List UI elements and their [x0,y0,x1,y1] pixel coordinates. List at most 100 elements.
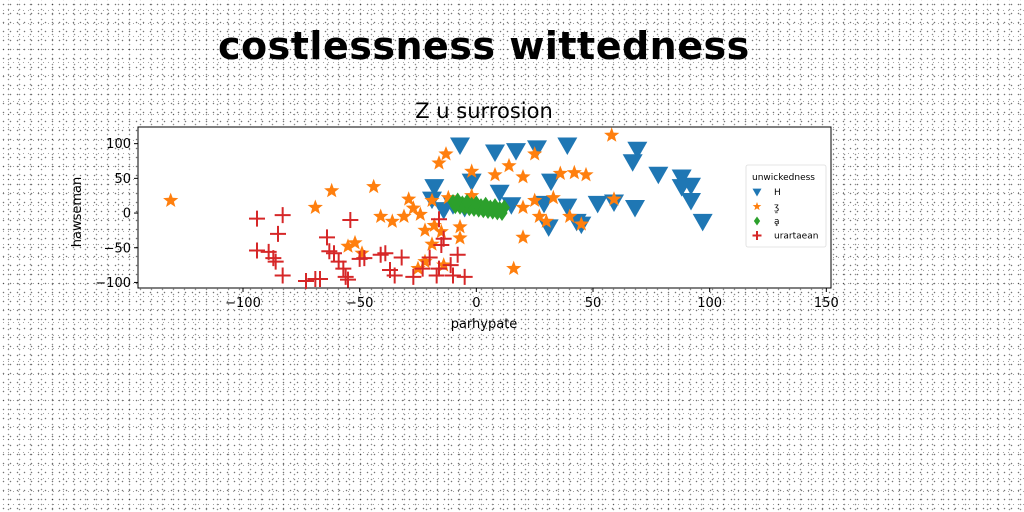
data-point [627,141,648,160]
data-points [163,127,713,290]
y-tick-label: 0 [123,207,131,222]
data-point [452,192,464,209]
data-point [622,154,643,172]
legend-label: urartaean [774,232,818,242]
data-point [267,253,284,270]
data-point [648,166,669,185]
data-point [515,169,531,184]
data-point [417,253,433,269]
data-point [396,208,412,223]
legend-marker [752,188,762,197]
data-point [515,199,531,214]
data-point [506,143,526,161]
data-point [424,192,440,207]
legend-entries: Hʒ̱ ḁ urartaean [752,188,818,242]
page-title: costlessness wittedness [218,24,750,68]
data-point [426,217,442,232]
data-point [449,246,466,263]
legend-entry: urartaean [752,231,818,242]
data-point [335,260,352,277]
data-point [445,267,461,284]
data-point [527,146,543,161]
data-point [566,164,582,180]
data-point [501,157,517,173]
data-point [452,230,468,245]
data-point [312,270,328,287]
data-point [431,211,447,228]
data-point [249,210,265,227]
x-tick-label: 50 [585,296,602,311]
data-point [671,179,692,197]
data-point [424,179,445,197]
data-point [433,202,454,220]
data-point [431,155,447,170]
data-point [506,260,522,275]
data-point [527,140,547,158]
data-point [604,127,620,142]
data-point [274,267,291,284]
data-point [440,189,456,205]
data-point [163,192,179,207]
data-point [541,173,561,192]
data-point [340,238,356,253]
data-point [393,249,410,266]
y-tick-label: 50 [114,172,131,187]
data-point [489,184,510,203]
data-point [573,216,589,231]
data-point [538,213,554,228]
data-point [265,250,282,267]
data-point [464,163,480,178]
data-point [405,200,421,215]
data-point [485,144,505,162]
legend-entry: ʒ̱ [752,202,779,214]
data-point [692,213,713,232]
data-point [442,257,459,274]
x-axis-label: parhypate [451,317,518,332]
data-point [270,225,286,242]
data-point [347,234,363,250]
data-point [604,194,624,212]
x-axis-ticks: −100 −50 0 50 100 150 [225,288,839,311]
data-point [562,208,578,223]
data-point [326,245,342,262]
data-point [464,187,480,203]
data-point [557,198,578,217]
data-point [606,191,622,206]
data-point [431,260,447,277]
data-point [435,230,452,247]
data-point [274,207,291,224]
legend-marker [752,202,762,211]
data-point [428,267,445,284]
data-point [557,137,578,156]
data-point [354,245,370,260]
x-tick-label: 100 [697,296,722,311]
data-point [470,195,482,212]
data-point [298,273,314,290]
x-tick-label: 0 [472,296,480,311]
data-point [421,249,438,266]
legend-box [745,164,827,248]
data-point [438,146,454,161]
data-point [342,211,359,228]
data-point [527,192,543,207]
data-point [515,229,531,244]
y-axis-ticks: −100 −50 0 50 100 [95,137,138,291]
data-point [366,178,382,194]
data-point [249,242,265,259]
data-point [578,166,594,182]
data-point [433,223,449,239]
legend-title: unwickedness [752,173,815,183]
data-point [489,198,501,215]
data-point [552,165,568,180]
data-point [319,229,335,246]
legend-label: ḁ [774,217,780,227]
data-point [307,199,323,214]
data-point [625,200,645,218]
y-tick-label: −50 [104,241,131,256]
x-tick-label: −50 [346,296,373,311]
data-point [531,208,547,223]
chart-title: Z u surrosion [415,99,553,123]
legend-label: ʒ̱ [774,203,779,214]
data-point [324,182,340,198]
